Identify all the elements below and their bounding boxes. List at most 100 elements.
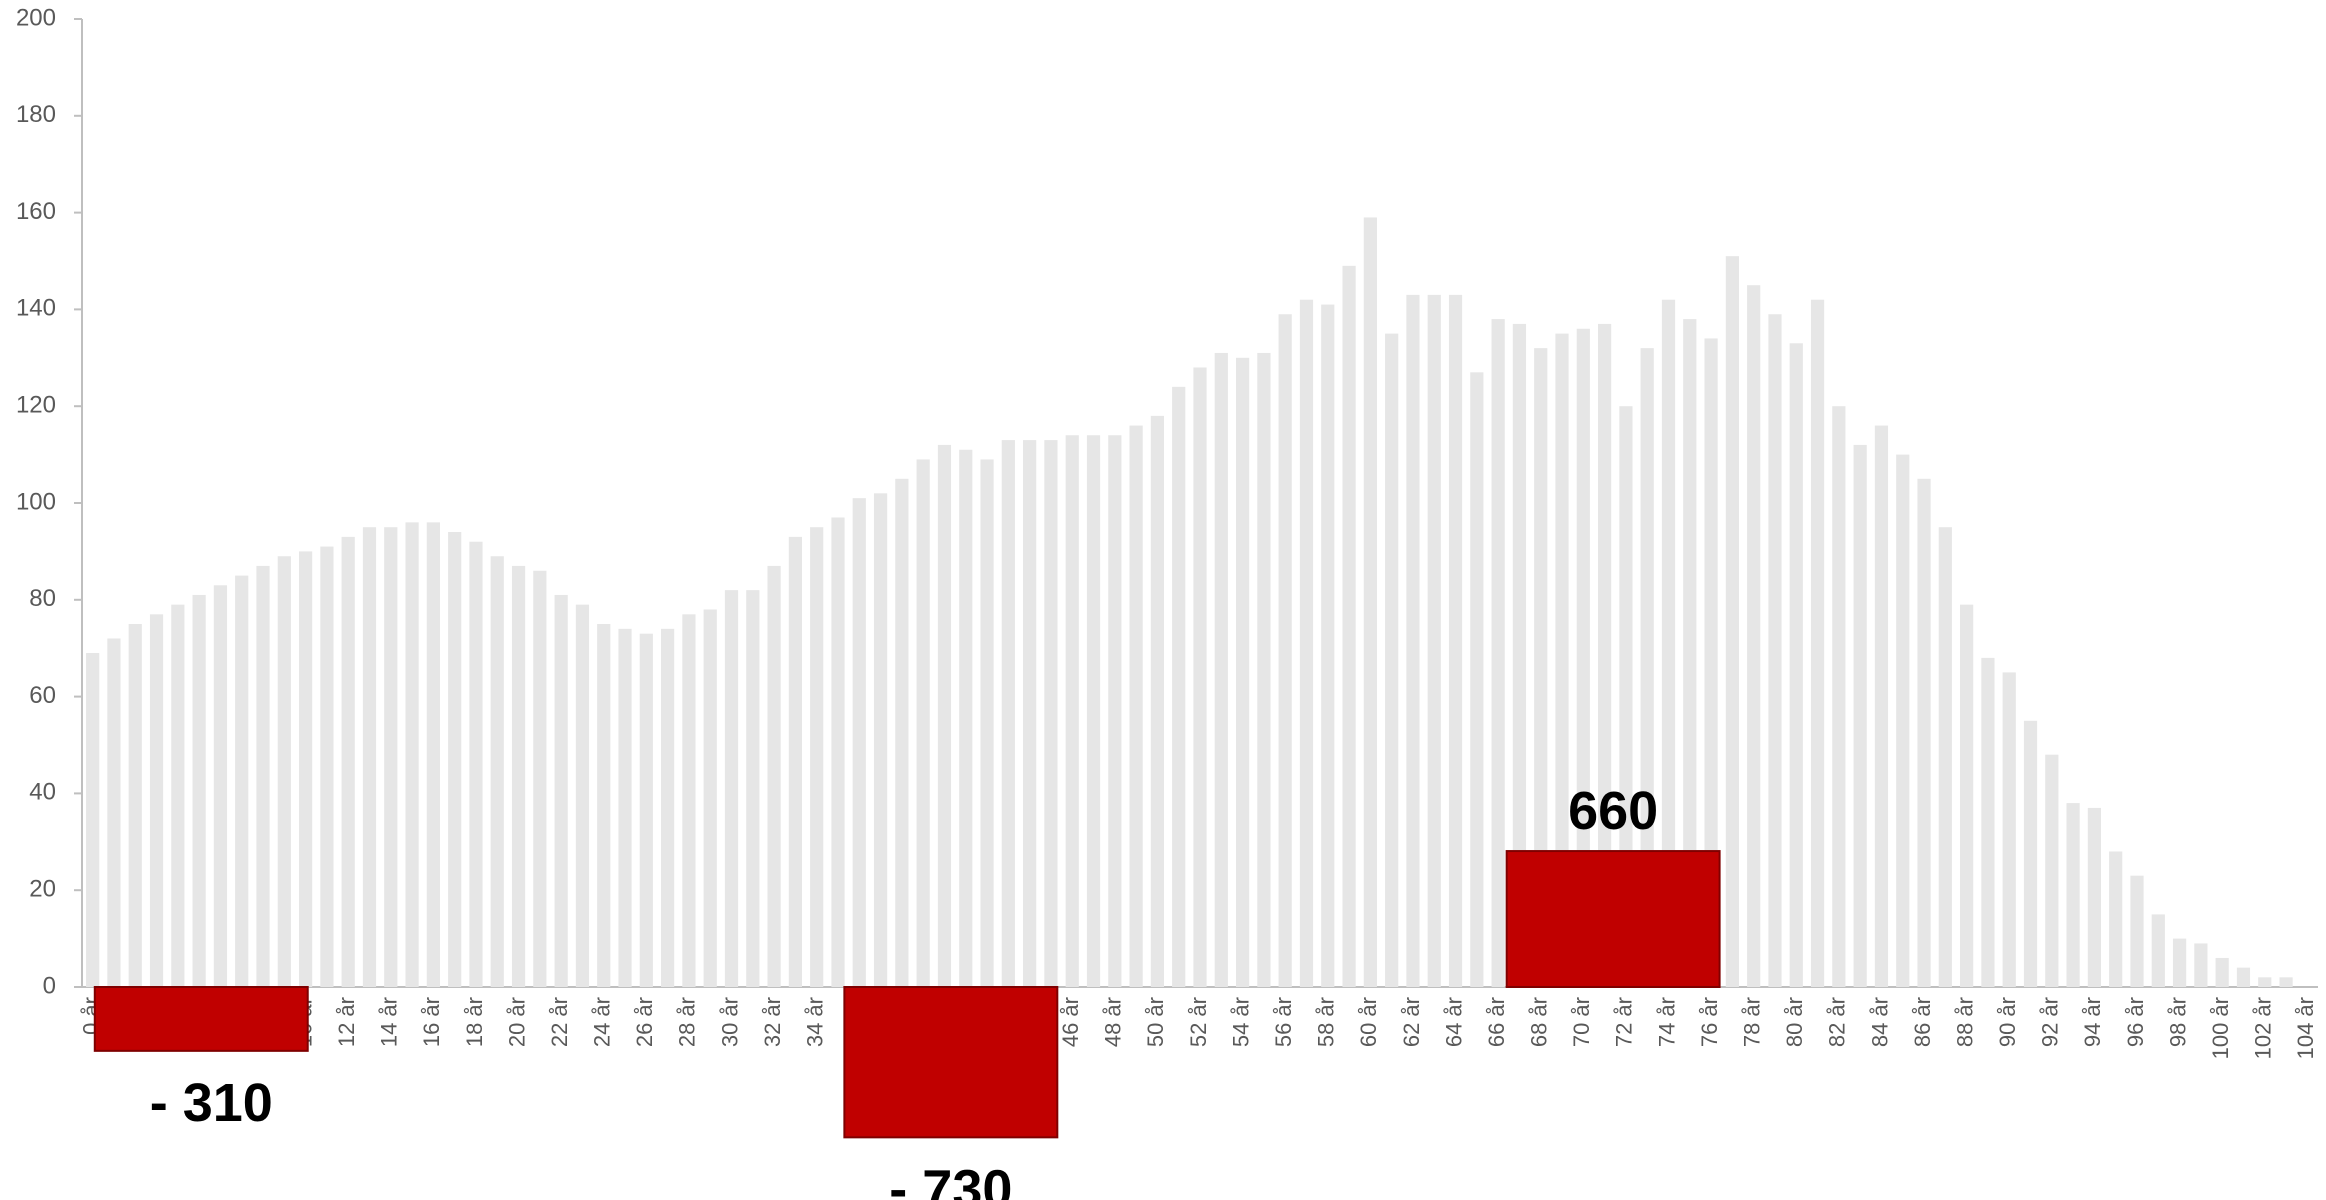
- bar: [2215, 957, 2229, 987]
- bar: [384, 527, 398, 987]
- bar: [2279, 977, 2293, 987]
- bar: [1193, 367, 1207, 988]
- x-tick-label: 68 år: [1527, 997, 1552, 1047]
- x-tick-label: 20 år: [504, 997, 529, 1047]
- bar: [1278, 314, 1292, 987]
- change-box: [1505, 850, 1721, 989]
- x-tick-label: 102 år: [2251, 997, 2276, 1059]
- y-tick-label: 80: [29, 585, 56, 612]
- x-tick-label: 92 år: [2038, 997, 2063, 1047]
- x-tick-label: 86 år: [1910, 997, 1935, 1047]
- bar: [746, 590, 760, 987]
- bar: [341, 536, 355, 987]
- x-tick-label: 96 år: [2123, 997, 2148, 1047]
- bar: [1640, 348, 1654, 987]
- bar: [149, 614, 164, 987]
- x-tick-label: 80 år: [1782, 997, 1807, 1047]
- bar: [916, 459, 930, 987]
- bar: [639, 633, 653, 987]
- x-tick-label: 72 år: [1612, 997, 1637, 1047]
- bar: [298, 551, 313, 987]
- y-tick-label: 120: [16, 392, 56, 419]
- bar: [192, 594, 206, 987]
- bar: [1747, 285, 1761, 987]
- bar: [128, 624, 142, 987]
- bar: [1917, 478, 1931, 987]
- bar: [1470, 372, 1484, 987]
- y-tick-label: 200: [16, 4, 56, 31]
- bar: [703, 609, 717, 987]
- bar: [2045, 754, 2059, 987]
- bar: [597, 624, 611, 987]
- x-tick-label: 100 år: [2208, 997, 2233, 1059]
- bar: [1257, 352, 1271, 988]
- x-tick-label: 56 år: [1271, 997, 1296, 1047]
- x-tick-label: 18 år: [462, 997, 487, 1047]
- bar: [171, 604, 185, 987]
- x-tick-label: 60 år: [1356, 997, 1381, 1047]
- bar: [362, 527, 377, 987]
- bar: [426, 522, 440, 987]
- bar: [1150, 415, 1165, 987]
- bar: [724, 590, 739, 987]
- bar: [1235, 357, 1250, 987]
- bar: [1406, 294, 1420, 987]
- y-tick-label: 180: [16, 101, 56, 128]
- y-tick-label: 0: [43, 972, 56, 999]
- bar: [1555, 333, 1569, 988]
- bar: [1981, 657, 1995, 987]
- bar: [1661, 299, 1676, 988]
- x-tick-label: 32 år: [760, 997, 785, 1047]
- bar: [767, 565, 781, 987]
- bar: [1874, 425, 1889, 987]
- y-tick-label: 160: [16, 198, 56, 225]
- bar: [1512, 323, 1527, 987]
- bar: [511, 565, 526, 987]
- x-tick-label: 82 år: [1825, 997, 1850, 1047]
- bar: [2087, 807, 2102, 987]
- change-box: [843, 986, 1059, 1139]
- x-tick-label: 52 år: [1186, 997, 1211, 1047]
- bar: [1491, 319, 1505, 988]
- bar: [2130, 875, 2144, 987]
- x-tick-label: 34 år: [802, 997, 827, 1047]
- x-tick-label: 12 år: [334, 997, 359, 1047]
- bar: [1789, 343, 1803, 987]
- x-tick-label: 50 år: [1143, 997, 1168, 1047]
- x-tick-label: 70 år: [1569, 997, 1594, 1047]
- x-tick-label: 78 år: [1739, 997, 1764, 1047]
- bar: [256, 565, 270, 987]
- x-tick-label: 66 år: [1484, 997, 1509, 1047]
- bar: [2151, 914, 2165, 987]
- change-box: [93, 986, 309, 1052]
- bar: [1598, 323, 1612, 987]
- bar: [852, 498, 866, 987]
- bar: [1448, 294, 1463, 987]
- bar: [1960, 604, 1974, 987]
- bar: [1065, 435, 1079, 987]
- bar: [1108, 435, 1122, 987]
- x-tick-label: 62 år: [1399, 997, 1424, 1047]
- x-tick-label: 76 år: [1697, 997, 1722, 1047]
- bar: [107, 638, 121, 987]
- bar: [1534, 348, 1548, 987]
- x-tick-label: 94 år: [2080, 997, 2105, 1047]
- x-tick-label: 74 år: [1654, 997, 1679, 1047]
- bar: [1704, 338, 1718, 987]
- bar: [2194, 943, 2208, 987]
- bar: [1214, 352, 1228, 988]
- bar: [1363, 217, 1377, 987]
- bar: [575, 604, 590, 987]
- change-label: 660: [1568, 781, 1658, 841]
- bar: [873, 493, 888, 987]
- bar: [213, 585, 228, 987]
- y-tick-label: 100: [16, 488, 56, 515]
- bar: [1129, 425, 1143, 987]
- bar: [1023, 440, 1037, 988]
- y-tick-label: 20: [29, 876, 56, 903]
- bar: [2258, 977, 2272, 987]
- bar: [895, 478, 909, 987]
- bar: [490, 556, 504, 987]
- bar: [1896, 454, 1910, 988]
- bar: [277, 556, 291, 987]
